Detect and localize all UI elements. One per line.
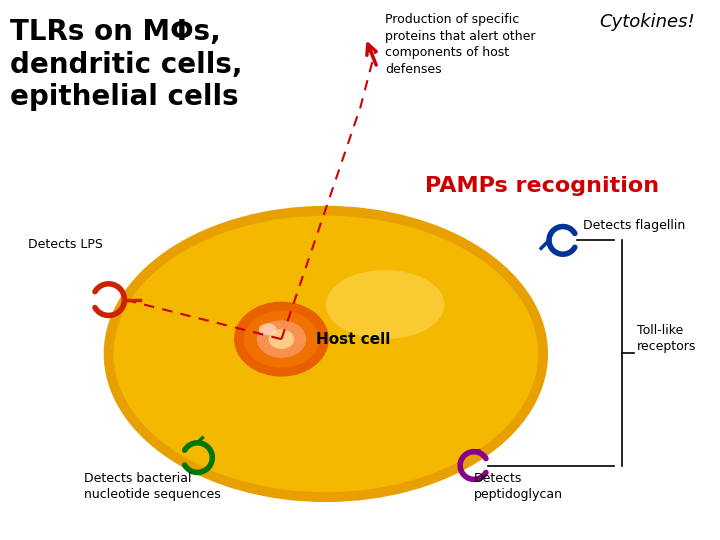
Ellipse shape: [104, 206, 548, 502]
Text: Cytokines!: Cytokines!: [599, 14, 695, 31]
Ellipse shape: [326, 270, 444, 339]
Ellipse shape: [244, 310, 319, 368]
Text: Detects LPS: Detects LPS: [27, 238, 102, 252]
Text: Host cell: Host cell: [316, 332, 390, 347]
Text: Detects bacterial
nucleotide sequences: Detects bacterial nucleotide sequences: [84, 472, 221, 502]
Ellipse shape: [114, 215, 538, 492]
Ellipse shape: [257, 320, 306, 358]
Ellipse shape: [234, 302, 329, 376]
Ellipse shape: [269, 329, 294, 349]
Ellipse shape: [258, 323, 276, 335]
Text: TLRs on MΦs,
dendritic cells,
epithelial cells: TLRs on MΦs, dendritic cells, epithelial…: [10, 18, 243, 111]
Text: Production of specific
proteins that alert other
components of host
defenses: Production of specific proteins that ale…: [385, 14, 536, 76]
Text: Toll-like
receptors: Toll-like receptors: [637, 323, 696, 353]
Text: Detects flagellin: Detects flagellin: [582, 219, 685, 232]
Text: PAMPs recognition: PAMPs recognition: [425, 176, 659, 196]
Text: Detects
peptidoglycan: Detects peptidoglycan: [474, 472, 563, 502]
